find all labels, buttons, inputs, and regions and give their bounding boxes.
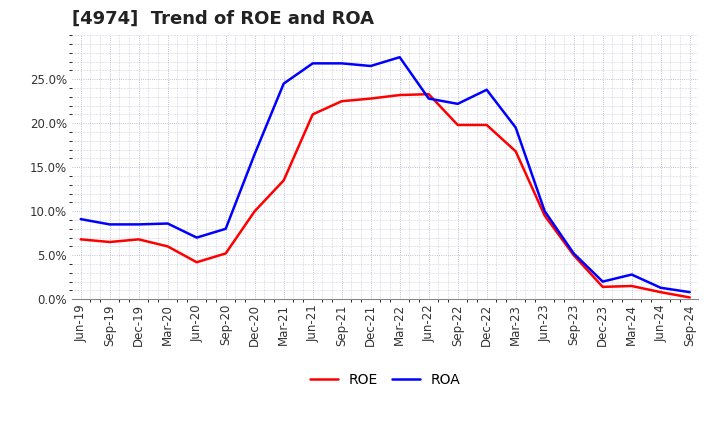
ROA: [366, 63, 375, 69]
ROE: [308, 112, 317, 117]
ROE: [366, 96, 375, 101]
ROE: [454, 122, 462, 128]
ROA: [511, 125, 520, 130]
ROE: [511, 149, 520, 154]
ROE: [424, 92, 433, 97]
Legend: ROE, ROA: ROE, ROA: [305, 367, 466, 392]
ROA: [279, 81, 288, 86]
ROA: [192, 235, 201, 240]
ROE: [570, 253, 578, 258]
ROA: [338, 61, 346, 66]
Line: ROA: ROA: [81, 57, 690, 292]
ROE: [279, 178, 288, 183]
ROE: [395, 92, 404, 98]
ROA: [308, 61, 317, 66]
ROA: [482, 87, 491, 92]
ROE: [685, 295, 694, 300]
ROE: [105, 239, 114, 245]
Line: ROE: ROE: [81, 94, 690, 297]
ROE: [251, 209, 259, 214]
ROE: [76, 237, 85, 242]
ROA: [685, 290, 694, 295]
ROA: [135, 222, 143, 227]
ROE: [657, 290, 665, 295]
ROA: [454, 101, 462, 106]
ROA: [105, 222, 114, 227]
ROA: [251, 151, 259, 157]
ROE: [221, 251, 230, 256]
ROE: [598, 284, 607, 290]
ROE: [482, 122, 491, 128]
ROE: [135, 237, 143, 242]
ROA: [598, 279, 607, 284]
ROA: [424, 96, 433, 101]
ROE: [163, 244, 172, 249]
ROA: [163, 221, 172, 226]
ROA: [657, 285, 665, 290]
ROA: [221, 226, 230, 231]
Text: [4974]  Trend of ROE and ROA: [4974] Trend of ROE and ROA: [72, 10, 374, 28]
ROE: [192, 260, 201, 265]
ROE: [541, 213, 549, 218]
ROA: [76, 216, 85, 222]
ROA: [541, 209, 549, 214]
ROA: [627, 272, 636, 277]
ROE: [627, 283, 636, 289]
ROA: [395, 55, 404, 60]
ROE: [338, 99, 346, 104]
ROA: [570, 251, 578, 256]
